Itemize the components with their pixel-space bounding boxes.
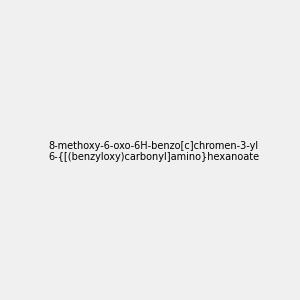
Text: 8-methoxy-6-oxo-6H-benzo[c]chromen-3-yl
6-{[(benzyloxy)carbonyl]amino}hexanoate: 8-methoxy-6-oxo-6H-benzo[c]chromen-3-yl … (48, 141, 259, 162)
